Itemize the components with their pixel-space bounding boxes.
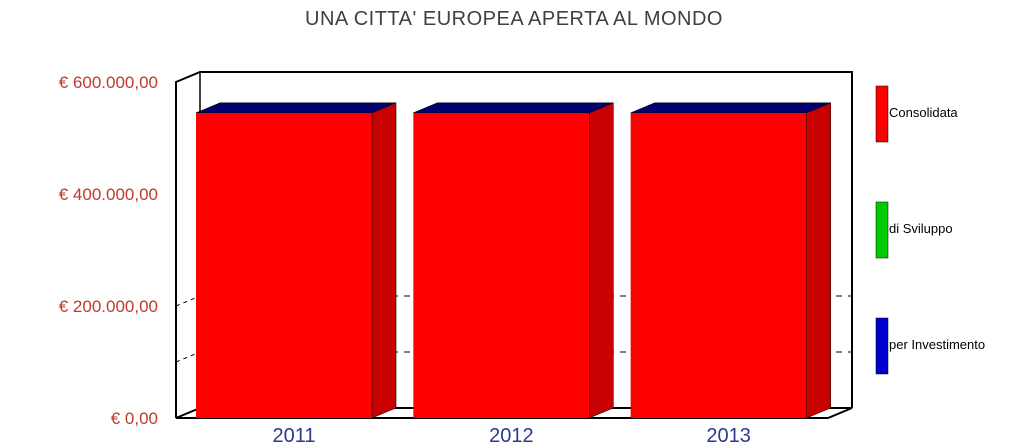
legend-label: per Investimento bbox=[889, 337, 985, 352]
bar-top-2011 bbox=[195, 102, 397, 114]
bar-side-2011 bbox=[371, 102, 397, 419]
chart-title: UNA CITTA' EUROPEA APERTA AL MONDO bbox=[305, 8, 723, 30]
x-tick-label: 2011 bbox=[273, 425, 316, 447]
y-tick-label: € 400.000,00 bbox=[59, 185, 158, 204]
x-axis-ticks: 2011 2012 2013 bbox=[273, 425, 751, 447]
bar-2011 bbox=[196, 112, 373, 419]
bar-2012 bbox=[413, 112, 590, 419]
y-tick-label: € 600.000,00 bbox=[59, 73, 158, 92]
y-tick-label: € 200.000,00 bbox=[59, 297, 158, 316]
y-axis-ticks: € 0,00 € 200.000,00 € 400.000,00 € 600.000,… bbox=[59, 73, 158, 428]
bars bbox=[195, 102, 831, 419]
bar-top-2013 bbox=[630, 102, 831, 114]
x-tick-label: 2013 bbox=[706, 425, 751, 447]
legend-label: Consolidata bbox=[889, 105, 958, 120]
bar-side-2013 bbox=[806, 102, 831, 419]
bar-top-2012 bbox=[413, 102, 614, 114]
bar-2013 bbox=[630, 112, 807, 419]
y-tick-label: € 0,00 bbox=[111, 409, 158, 428]
x-tick-label: 2012 bbox=[489, 425, 534, 447]
legend-swatch bbox=[875, 85, 889, 143]
legend-label: di Sviluppo bbox=[889, 221, 953, 236]
legend: Consolidata di Sviluppo per Investimento bbox=[875, 85, 985, 375]
bar-side-2012 bbox=[589, 102, 614, 419]
legend-swatch bbox=[875, 317, 889, 375]
legend-swatch bbox=[875, 201, 889, 259]
